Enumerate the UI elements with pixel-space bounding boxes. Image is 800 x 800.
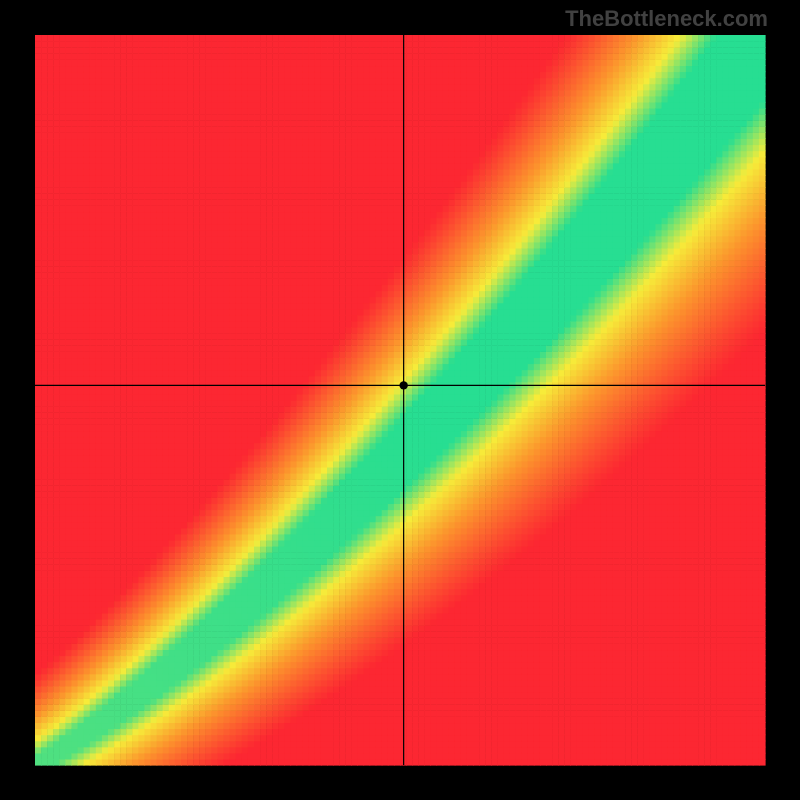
chart-container: TheBottleneck.com [0,0,800,800]
watermark-text: TheBottleneck.com [565,6,768,32]
heatmap-canvas [0,0,800,800]
